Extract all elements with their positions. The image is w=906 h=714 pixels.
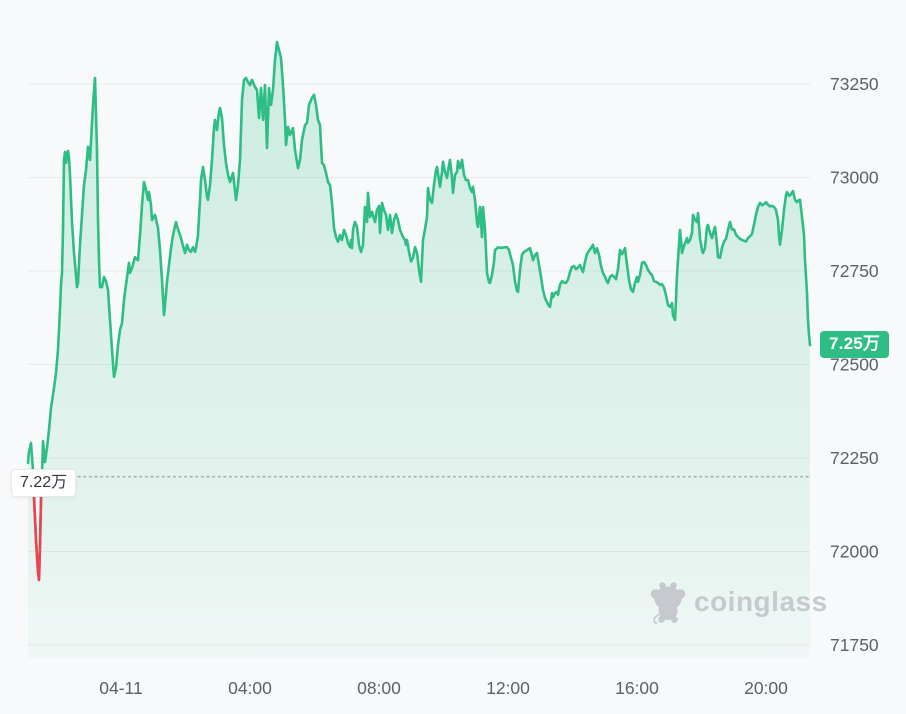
price-line-up bbox=[26, 40, 812, 582]
x-tick-label: 08:00 bbox=[357, 678, 401, 698]
x-tick-label: 16:00 bbox=[615, 678, 659, 698]
y-tick-label: 72000 bbox=[830, 542, 879, 562]
y-tick-label: 73250 bbox=[830, 74, 879, 94]
open-price-label: 7.22万 bbox=[11, 469, 77, 497]
area-fill bbox=[28, 42, 810, 659]
y-tick-label: 72500 bbox=[830, 355, 879, 375]
axis-labels: 73250 73000 72750 72500 72250 72000 71750 04-11… bbox=[99, 74, 879, 698]
y-tick-label: 72750 bbox=[830, 261, 879, 281]
price-area-fill bbox=[28, 42, 810, 659]
x-tick-label: 04-11 bbox=[99, 678, 142, 698]
coinglass-watermark: coinglass bbox=[650, 580, 828, 624]
coinglass-bear-icon bbox=[650, 582, 686, 624]
x-tick-label: 12:00 bbox=[486, 678, 530, 698]
price-line-down bbox=[31, 468, 44, 582]
price-line bbox=[26, 40, 812, 582]
y-tick-label: 73000 bbox=[830, 168, 879, 188]
x-tick-label: 20:00 bbox=[744, 678, 788, 698]
y-tick-label: 72250 bbox=[830, 448, 879, 468]
watermark-brand-text: coinglass bbox=[694, 586, 828, 617]
y-tick-label: 71750 bbox=[830, 635, 879, 655]
last-price-badge: 7.25万 bbox=[820, 331, 890, 358]
x-tick-label: 04:00 bbox=[228, 678, 272, 698]
